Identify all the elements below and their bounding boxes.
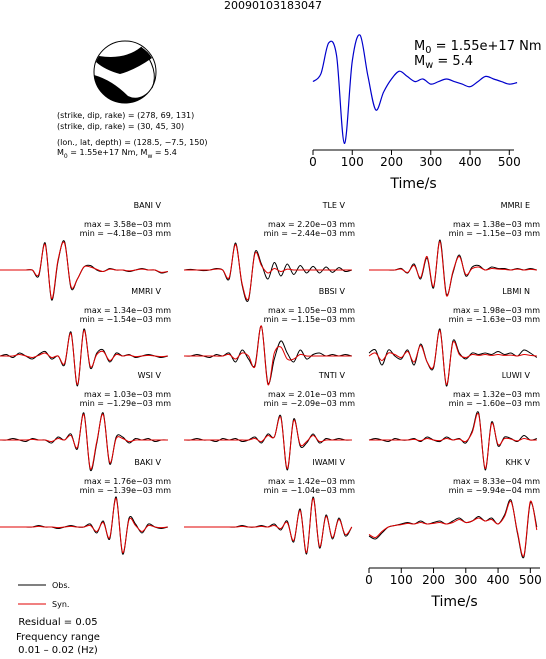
min-label: min = −1.54e−03 mm [80,315,172,324]
max-label: max = 1.76e−03 mm [84,477,171,486]
text-part: M [57,148,64,157]
synthetic-trace [184,416,352,470]
max-label: max = 1.05e−03 mm [268,306,355,315]
synthetic-trace [369,412,537,470]
x-axis-label: Time/s [389,176,436,192]
station-label: LBMI N [502,287,530,296]
mechanism-line: (strike, dip, rake) = (30, 45, 30) [57,122,184,131]
max-label: max = 1.98e−03 mm [453,306,540,315]
x-tick-label: 400 [459,155,482,169]
station-label: LUWI V [502,371,531,380]
observed-trace [0,496,168,555]
synthetic-trace [184,325,352,386]
synthetic-trace [0,497,168,554]
x-tick-label: 0 [309,155,317,169]
min-label: min = −1.60e−03 mm [449,399,541,408]
beachball [93,40,157,104]
subscript: 0 [425,45,431,56]
min-label: min = −4.18e−03 mm [80,229,172,238]
moment-line: M0 = 1.55e+17 Nm, Mw = 5.4 [57,148,177,160]
text-part: = 5.4 [433,54,473,69]
station-label: WSI V [138,371,162,380]
station-label: BAKI V [134,458,161,467]
synthetic-trace [184,497,353,554]
x-tick-label: 100 [341,155,364,169]
text-part: = 1.55e+17 Nm, M [68,148,148,157]
x-tick-label: 300 [419,155,442,169]
synthetic-trace [0,241,168,300]
min-label: min = −2.44e−03 mm [264,229,356,238]
min-label: min = −1.39e−03 mm [80,486,172,495]
text-part: = 5.4 [152,148,177,157]
max-label: max = 1.34e−03 mm [84,306,171,315]
min-label: min = −1.15e−03 mm [449,229,541,238]
subscript: w [147,153,152,160]
x-axis-label: Time/s [430,594,477,610]
x-tick-label: 200 [380,155,403,169]
synthetic-trace [369,240,537,297]
text-part: M [414,54,425,69]
x-tick-label: 500 [498,155,521,169]
observed-trace [368,499,538,559]
text-part: M [414,39,425,54]
observed-trace [184,496,353,555]
synthetic-trace [184,243,352,301]
observed-trace [368,328,538,387]
min-label: min = −9.94e−04 mm [449,486,541,495]
x-tick-label: 100 [390,573,413,587]
max-label: max = 2.20e−03 mm [268,220,355,229]
station-label: TLE V [322,201,346,210]
source-time-function [312,34,518,145]
residual: Residual = 0.05 [18,617,97,628]
min-label: min = −1.04e−03 mm [264,486,356,495]
station-label: MMRI E [501,201,530,210]
max-label: max = 1.32e−03 mm [453,390,540,399]
max-label: max = 1.42e−03 mm [268,477,355,486]
max-label: max = 3.58e−03 mm [84,220,171,229]
subscript: 0 [64,153,68,160]
subscript: w [425,60,433,71]
mechanism-line: (lon., lat, depth) = (128.5, −7.5, 150) [57,138,208,147]
min-label: min = −1.63e−03 mm [449,315,541,324]
figure-title: 20090103183047 [224,0,322,12]
station-label: MMRI V [131,287,161,296]
min-label: min = −1.15e−03 mm [264,315,356,324]
max-label: max = 2.01e−03 mm [268,390,355,399]
min-label: min = −1.29e−03 mm [80,399,172,408]
min-label: min = −2.09e−03 mm [264,399,356,408]
annotation: M0 = 1.55e+17 Nm [414,39,542,56]
station-label: BANI V [134,201,162,210]
synthetic-trace [368,329,537,386]
x-tick-label: 0 [365,573,373,587]
text-part: = 1.55e+17 Nm [431,39,541,54]
legend-label: Obs. [52,581,70,590]
beachball-quadrant [94,75,152,104]
station-label: KHK V [505,458,530,467]
annotation: Mw = 5.4 [414,54,473,71]
max-label: max = 8.33e−04 mm [453,477,540,486]
max-label: max = 1.38e−03 mm [453,220,540,229]
station-label: IWAMI V [312,458,345,467]
frequency-range: 0.01 – 0.02 (Hz) [18,645,98,655]
frequency-title: Frequency range [16,632,100,643]
x-tick-label: 300 [454,573,477,587]
max-label: max = 1.03e−03 mm [84,390,171,399]
station-label: BBSI V [319,287,346,296]
synthetic-trace [0,329,168,386]
station-label: TNTI V [318,371,346,380]
x-tick-label: 200 [422,573,445,587]
x-tick-label: 400 [487,573,510,587]
legend-label: Syn. [52,600,69,609]
x-tick-label: 500 [519,573,542,587]
synthetic-trace [0,413,168,470]
beachball-quadrant [96,47,152,74]
mechanism-line: (strike, dip, rake) = (278, 69, 131) [57,111,194,120]
synthetic-trace [368,500,538,557]
beachball-plane [140,46,155,89]
